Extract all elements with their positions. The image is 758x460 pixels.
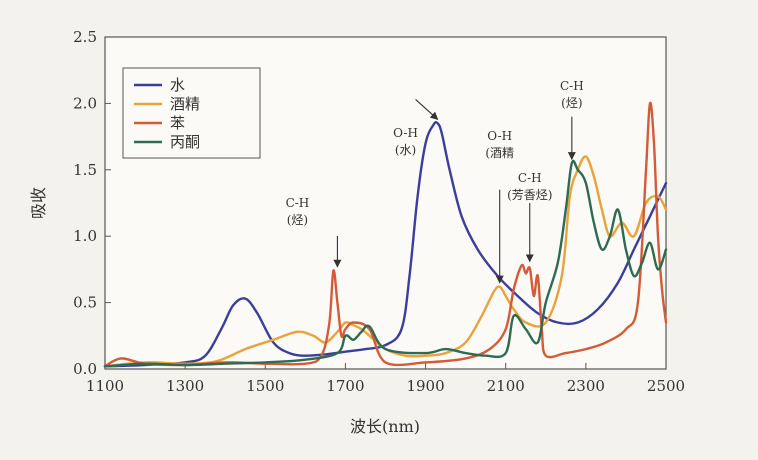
annotation-4: C-H (烃) — [560, 79, 584, 161]
x-tick-label: 1100 — [86, 377, 124, 395]
annotation-text: O-H — [487, 129, 512, 143]
y-tick-label: 1.0 — [73, 227, 97, 245]
series-line-1 — [103, 155, 668, 368]
series-line-0 — [103, 121, 668, 368]
x-tick-label: 2500 — [647, 377, 685, 395]
annotation-text: C-H — [286, 196, 310, 210]
legend-label-0: 水 — [170, 76, 185, 94]
annotation-text: (芳香烃) — [507, 188, 552, 202]
annotation-text: (水) — [395, 143, 416, 157]
annotation-text: (烃) — [561, 96, 582, 110]
annotation-1: O-H (水) — [393, 99, 439, 157]
series-line-2 — [103, 101, 668, 368]
series-layer — [103, 101, 668, 368]
y-tick-label: 0.0 — [73, 360, 97, 378]
y-axis-label: 吸收 — [29, 187, 48, 219]
x-tick-label: 2300 — [567, 377, 605, 395]
legend-label-2: 苯 — [170, 114, 185, 132]
annotation-text: (烃) — [287, 213, 308, 227]
y-tick-label: 1.5 — [73, 161, 97, 179]
annotation-layer: C-H (烃) O-H (水) O-H (酒精 C-H (芳香烃) C-H (烃) — [286, 79, 584, 284]
x-tick-label: 1900 — [406, 377, 444, 395]
x-tick-label: 2100 — [487, 377, 525, 395]
legend-label-3: 丙酮 — [170, 133, 200, 151]
y-tick-label: 2.0 — [73, 94, 97, 112]
series-line-3 — [103, 159, 668, 368]
annotation-text: C-H — [518, 171, 542, 185]
annotation-text: (酒精 — [485, 146, 514, 160]
annotation-text: O-H — [393, 126, 418, 140]
annotation-3: C-H (芳香烃) — [507, 171, 552, 263]
legend-label-1: 酒精 — [170, 95, 200, 113]
x-tick-label: 1500 — [246, 377, 284, 395]
ticks-layer: 1100 1300 1500 1700 1900 2100 2300 2500 0.0 0.5 1.… — [73, 28, 685, 395]
annotation-arrow — [415, 99, 439, 120]
y-tick-label: 0.5 — [73, 294, 97, 312]
x-axis-label: 波长(nm) — [350, 417, 420, 436]
y-tick-label: 2.5 — [73, 28, 97, 46]
x-tick-label: 1700 — [326, 377, 364, 395]
annotation-text: C-H — [560, 79, 584, 93]
annotation-2: O-H (酒精 — [485, 129, 514, 284]
annotation-0: C-H (烃) — [286, 196, 342, 268]
x-tick-label: 1300 — [166, 377, 204, 395]
